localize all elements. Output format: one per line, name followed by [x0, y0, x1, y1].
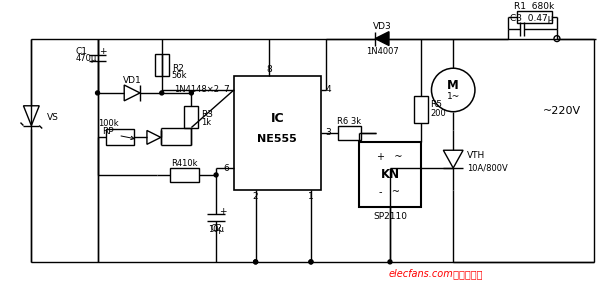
Text: C2: C2 — [210, 224, 222, 233]
Circle shape — [253, 260, 258, 264]
Circle shape — [95, 91, 100, 95]
Bar — [170, 168, 200, 182]
Text: R1  680k: R1 680k — [514, 3, 554, 11]
Text: 56k: 56k — [171, 71, 187, 80]
Text: 3: 3 — [326, 129, 332, 137]
Circle shape — [160, 91, 164, 95]
Polygon shape — [443, 150, 463, 168]
Text: R410k: R410k — [171, 158, 198, 168]
Polygon shape — [23, 106, 39, 125]
Text: R3: R3 — [201, 110, 213, 119]
Bar — [414, 96, 428, 123]
Text: elecfans.com: elecfans.com — [389, 269, 453, 279]
Text: NE555: NE555 — [258, 134, 297, 144]
Text: R2: R2 — [171, 64, 184, 73]
Bar — [106, 129, 134, 145]
Text: ~220V: ~220V — [543, 106, 581, 116]
Text: +   ~: + ~ — [377, 152, 403, 162]
Circle shape — [388, 260, 392, 264]
Text: +: + — [100, 47, 107, 56]
Text: C3  0.47μ: C3 0.47μ — [510, 14, 554, 23]
Polygon shape — [124, 85, 140, 101]
Text: C1: C1 — [76, 47, 88, 56]
Circle shape — [309, 260, 313, 264]
Text: RP: RP — [102, 127, 114, 136]
Text: 1~: 1~ — [447, 92, 460, 101]
Text: 100k: 100k — [99, 119, 119, 128]
Text: 10μ: 10μ — [208, 225, 224, 234]
Text: R6 3k: R6 3k — [337, 117, 362, 126]
Text: VS: VS — [47, 113, 59, 122]
Bar — [338, 126, 361, 140]
Text: 200: 200 — [430, 109, 446, 118]
Text: 1N4148×2: 1N4148×2 — [174, 86, 218, 94]
Text: 电子发烧友: 电子发烧友 — [450, 269, 483, 279]
Text: 4: 4 — [326, 86, 331, 94]
Text: 2: 2 — [253, 192, 258, 201]
Bar — [155, 54, 169, 76]
Text: 7: 7 — [223, 86, 229, 94]
Bar — [184, 106, 198, 127]
Text: 1k: 1k — [201, 118, 211, 127]
Text: R5: R5 — [430, 100, 442, 109]
Circle shape — [253, 260, 258, 264]
Bar — [359, 142, 420, 207]
Bar — [234, 76, 321, 190]
Bar — [517, 11, 552, 23]
Text: 470μ: 470μ — [76, 54, 97, 63]
Text: 6: 6 — [223, 164, 229, 172]
Polygon shape — [375, 32, 389, 46]
Text: +: + — [219, 207, 226, 216]
Text: 1: 1 — [308, 192, 314, 201]
Circle shape — [190, 91, 193, 95]
Text: VD3: VD3 — [373, 22, 392, 31]
Text: VD1: VD1 — [123, 76, 141, 85]
Text: 1N4007: 1N4007 — [366, 47, 398, 56]
Text: SP2110: SP2110 — [373, 212, 407, 221]
Circle shape — [214, 173, 218, 177]
Text: KN: KN — [381, 168, 400, 181]
Text: IC: IC — [271, 112, 284, 125]
Circle shape — [309, 260, 313, 264]
Text: -   ~: - ~ — [379, 187, 400, 197]
Text: M: M — [447, 79, 459, 91]
Text: 8: 8 — [267, 65, 272, 74]
Text: VTH: VTH — [467, 151, 485, 160]
Text: 10A/800V: 10A/800V — [467, 164, 508, 172]
Polygon shape — [147, 131, 161, 144]
